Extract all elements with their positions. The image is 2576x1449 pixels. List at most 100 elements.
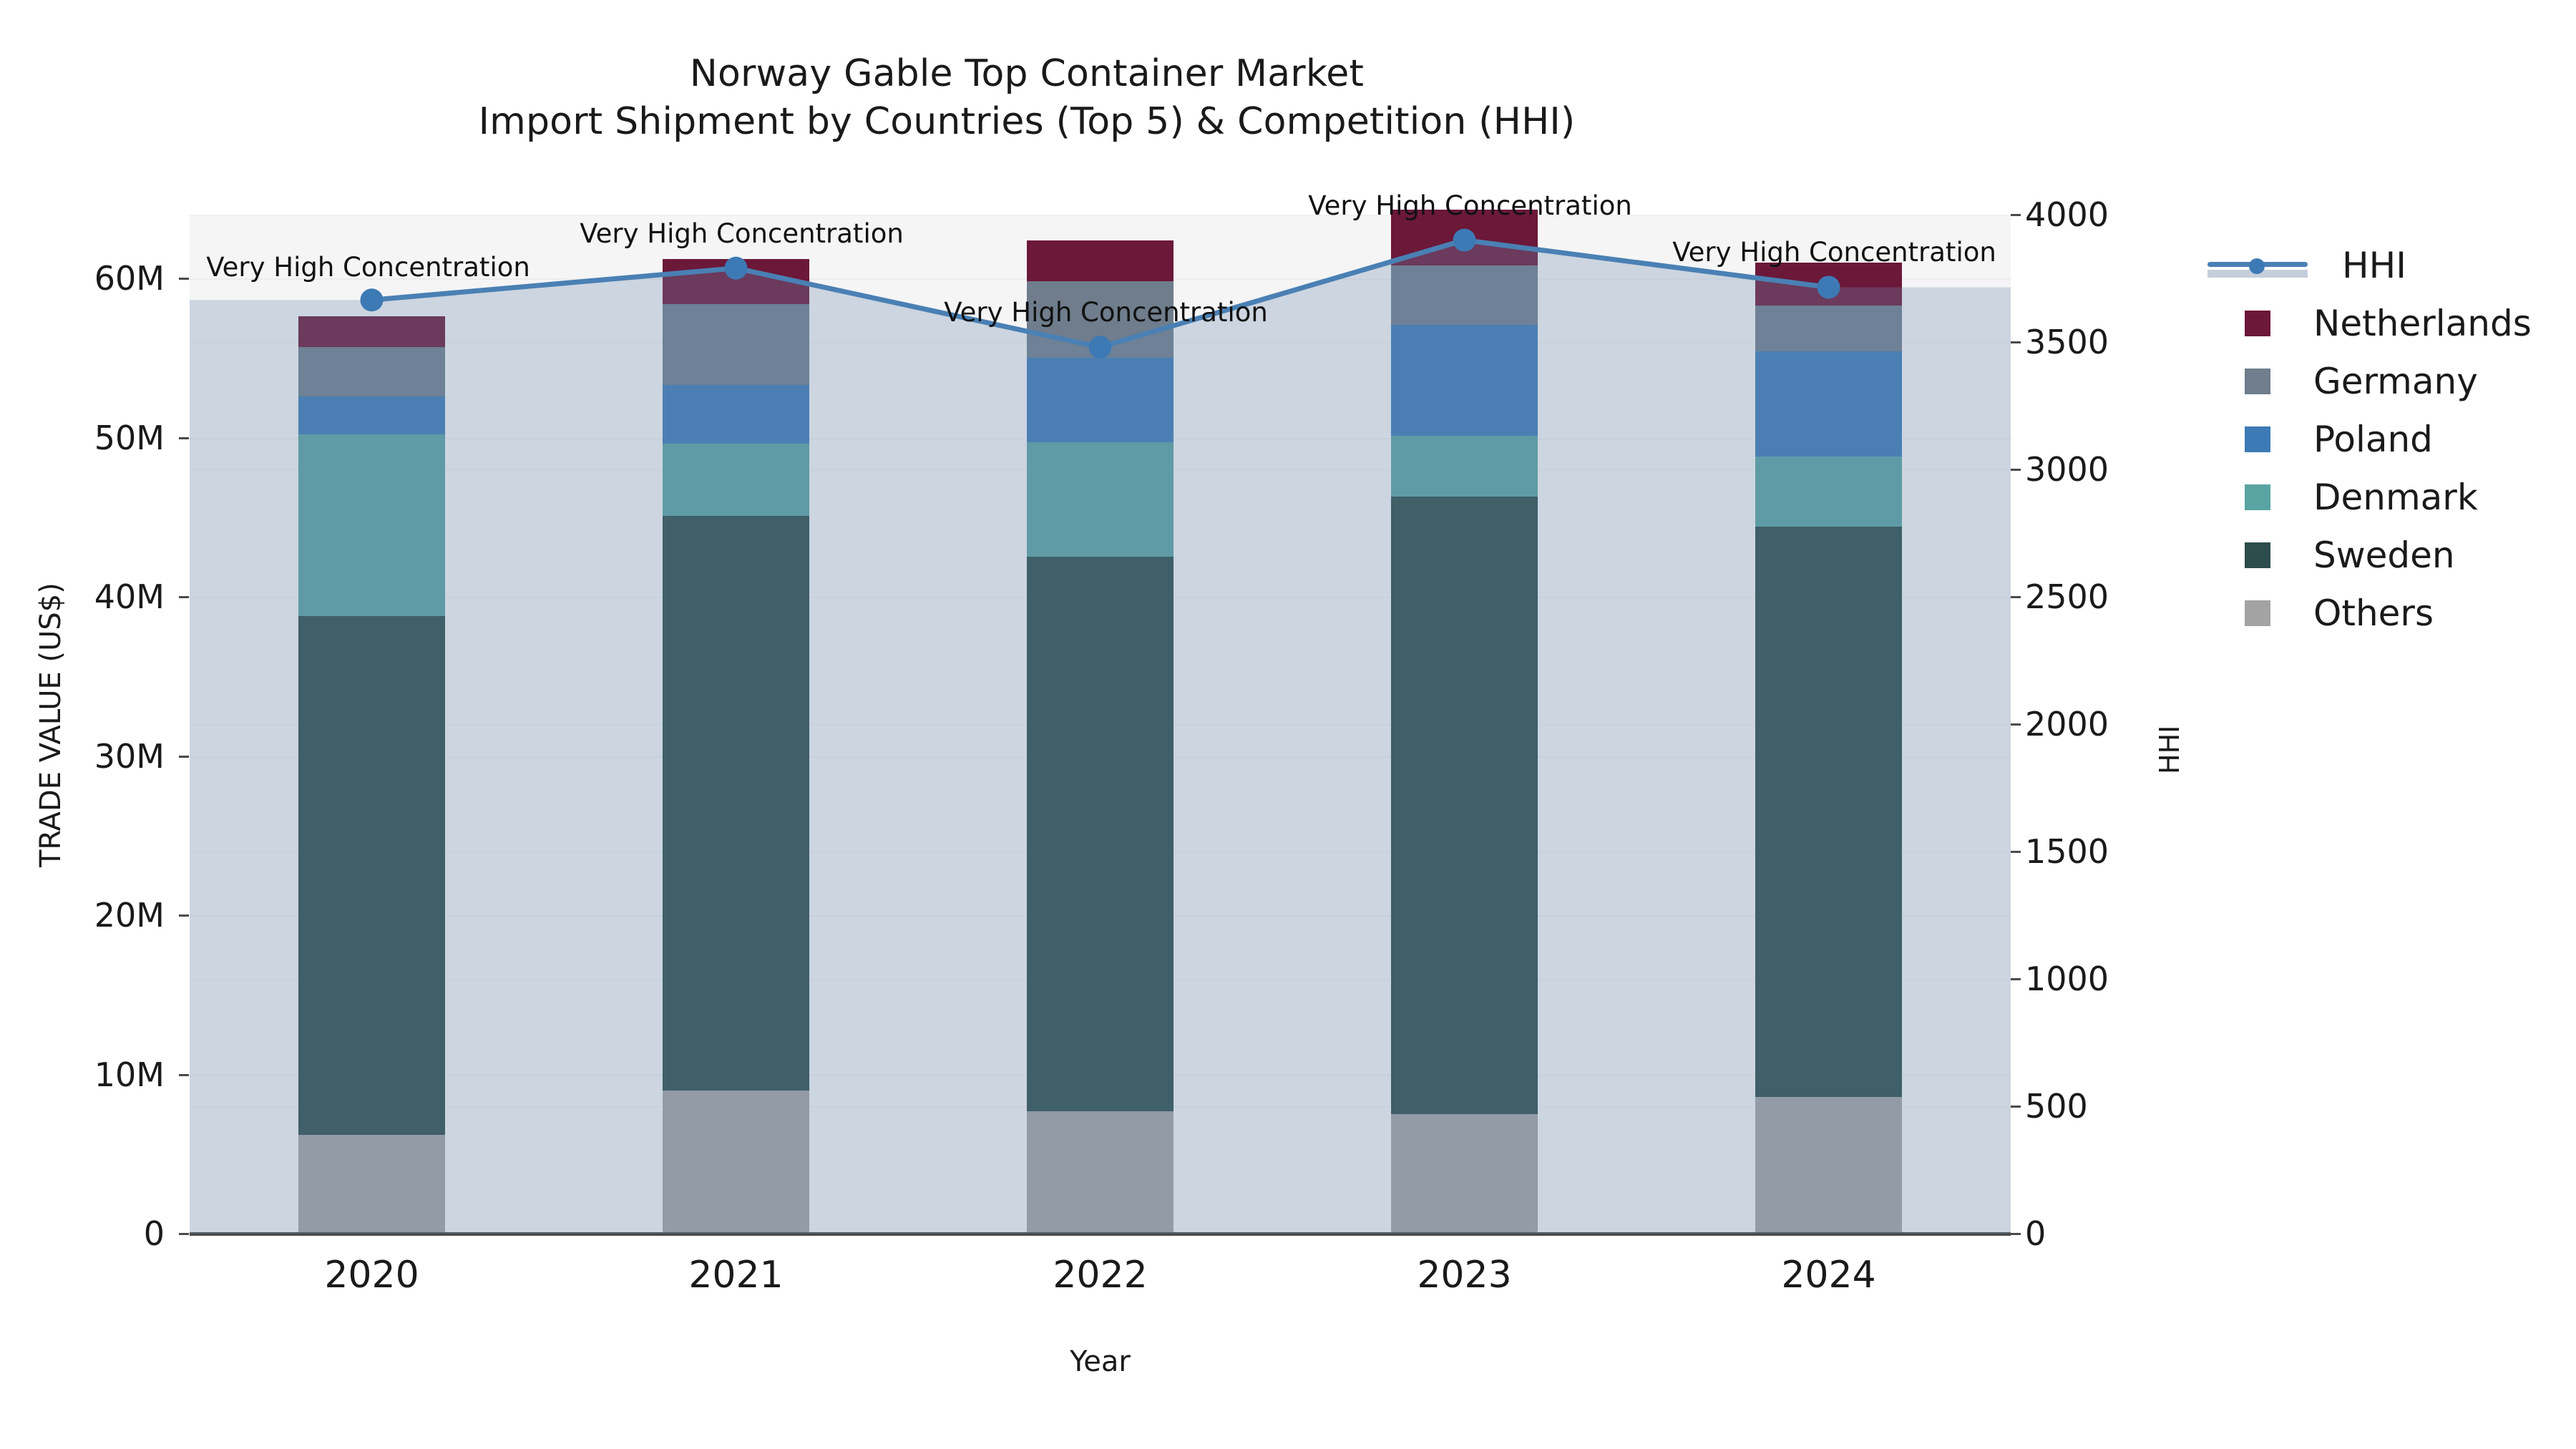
y-tick-label-right: 500 (2025, 1087, 2088, 1126)
y-tick-label-right: 3500 (2025, 323, 2109, 361)
legend-item-germany[interactable]: Germany (2207, 352, 2532, 410)
bar-segment-others-2022[interactable] (1027, 1111, 1174, 1234)
x-tick-label-2020: 2020 (324, 1254, 419, 1297)
y-tick-mark-right (2011, 978, 2021, 980)
legend-item-netherlands[interactable]: Netherlands (2207, 294, 2532, 352)
y-tick-label-right: 1500 (2025, 832, 2109, 871)
bar-segment-denmark-2020[interactable] (298, 434, 445, 616)
x-tick-label-2024: 2024 (1781, 1254, 1876, 1297)
legend-label: Denmark (2313, 476, 2478, 518)
annotation-2021: Very High Concentration (580, 218, 904, 249)
y-tick-label-left: 30M (94, 736, 165, 776)
legend-label: Others (2313, 592, 2434, 634)
y-tick-mark-left (179, 1233, 189, 1235)
bar-segment-others-2023[interactable] (1391, 1114, 1538, 1234)
y-tick-mark-right (2011, 469, 2021, 471)
bar-segment-poland-2020[interactable] (298, 396, 445, 435)
bar-segment-poland-2023[interactable] (1391, 324, 1538, 436)
chart-title: Norway Gable Top Container Market Import… (0, 50, 2054, 145)
legend-item-poland[interactable]: Poland (2207, 410, 2532, 468)
x-tick-label-2022: 2022 (1053, 1254, 1148, 1297)
legend-swatch-icon (2245, 368, 2270, 394)
legend-swatch-icon (2245, 600, 2270, 626)
bar-segment-denmark-2024[interactable] (1755, 457, 1902, 527)
chart-legend: HHI Netherlands Germany Poland Denmark Sweden… (2207, 236, 2532, 642)
bar-segment-netherlands-2022[interactable] (1027, 240, 1174, 282)
y-tick-label-left: 50M (94, 418, 165, 457)
bar-segment-sweden-2024[interactable] (1755, 527, 1902, 1097)
y-tick-mark-right (2011, 341, 2021, 343)
y-tick-mark-left (179, 755, 189, 758)
legend-item-sweden[interactable]: Sweden (2207, 526, 2532, 584)
y-tick-mark-right (2011, 1233, 2021, 1235)
bar-segment-sweden-2023[interactable] (1391, 496, 1538, 1115)
bar-segment-germany-2024[interactable] (1755, 305, 1902, 352)
y-tick-label-right: 2000 (2025, 705, 2109, 743)
y-axis-left-title: TRADE VALUE (US$) (34, 582, 67, 867)
x-tick-label-2023: 2023 (1417, 1254, 1512, 1297)
bar-segment-germany-2020[interactable] (298, 346, 445, 396)
bar-segment-others-2021[interactable] (663, 1090, 809, 1234)
bar-segment-others-2020[interactable] (298, 1135, 445, 1234)
y-tick-label-right: 2500 (2025, 577, 2109, 616)
y-tick-mark-left (179, 596, 189, 598)
annotation-2022: Very High Concentration (944, 297, 1268, 328)
bar-segment-sweden-2021[interactable] (663, 515, 809, 1091)
annotation-2023: Very High Concentration (1308, 190, 1632, 221)
legend-swatch-icon (2245, 310, 2270, 336)
bar-segment-others-2024[interactable] (1755, 1096, 1902, 1234)
bar-segment-denmark-2021[interactable] (663, 444, 809, 516)
gridline-right (190, 215, 2011, 216)
y-tick-label-left: 0 (143, 1214, 165, 1253)
y-tick-mark-left (179, 1073, 189, 1076)
bar-segment-poland-2021[interactable] (663, 385, 809, 444)
y-tick-mark-left (179, 278, 189, 280)
chart-title-line-2: Import Shipment by Countries (Top 5) & C… (478, 99, 1576, 143)
annotation-2024: Very High Concentration (1672, 237, 1996, 268)
bar-segment-poland-2022[interactable] (1027, 358, 1174, 443)
y-tick-mark-right (2011, 851, 2021, 853)
legend-item-others[interactable]: Others (2207, 584, 2532, 642)
y-tick-mark-right (2011, 1106, 2021, 1108)
legend-label: HHI (2342, 244, 2406, 286)
legend-item-denmark[interactable]: Denmark (2207, 468, 2532, 526)
legend-label: Sweden (2313, 534, 2455, 576)
legend-swatch-icon (2245, 426, 2270, 452)
legend-line-marker-icon (2207, 253, 2308, 278)
y-tick-label-right: 0 (2025, 1214, 2046, 1253)
y-tick-label-left: 10M (94, 1055, 165, 1094)
y-tick-label-left: 20M (94, 896, 165, 935)
bar-segment-germany-2023[interactable] (1391, 265, 1538, 325)
bar-segment-netherlands-2020[interactable] (298, 316, 445, 347)
x-tick-label-2021: 2021 (688, 1254, 784, 1297)
legend-label: Netherlands (2313, 302, 2532, 344)
legend-label: Poland (2313, 418, 2433, 460)
y-tick-mark-right (2011, 596, 2021, 598)
legend-label: Germany (2313, 360, 2478, 402)
y-tick-mark-left (179, 436, 189, 439)
x-axis-line (190, 1232, 2011, 1236)
bar-segment-denmark-2023[interactable] (1391, 436, 1538, 497)
y-tick-mark-right (2011, 214, 2021, 216)
chart-title-line-1: Norway Gable Top Container Market (689, 52, 1365, 95)
y-tick-mark-left (179, 914, 189, 917)
legend-swatch-icon (2245, 484, 2270, 510)
x-axis-title: Year (1070, 1345, 1131, 1378)
annotation-2020: Very High Concentration (206, 252, 530, 283)
y-tick-label-right: 1000 (2025, 960, 2109, 998)
bar-segment-denmark-2022[interactable] (1027, 442, 1174, 557)
y-tick-label-left: 60M (94, 259, 165, 298)
y-tick-mark-right (2011, 723, 2021, 726)
bar-segment-sweden-2022[interactable] (1027, 557, 1174, 1111)
y-tick-label-right: 4000 (2025, 195, 2109, 234)
plot-area (190, 210, 2011, 1235)
bar-segment-netherlands-2024[interactable] (1755, 262, 1902, 306)
bar-segment-sweden-2020[interactable] (298, 615, 445, 1136)
legend-item-hhi[interactable]: HHI (2207, 236, 2532, 294)
y-tick-label-right: 3000 (2025, 450, 2109, 489)
y-tick-label-left: 40M (94, 577, 165, 616)
bar-segment-germany-2021[interactable] (663, 303, 809, 386)
bar-segment-poland-2024[interactable] (1755, 351, 1902, 457)
bar-segment-netherlands-2021[interactable] (663, 259, 809, 304)
